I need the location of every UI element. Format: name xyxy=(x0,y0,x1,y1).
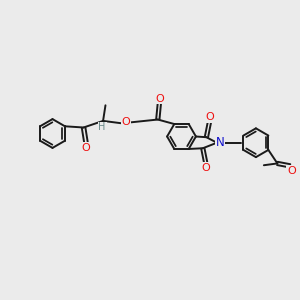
Text: H: H xyxy=(98,122,106,133)
Text: O: O xyxy=(155,94,164,103)
Text: N: N xyxy=(215,136,224,149)
Text: O: O xyxy=(82,142,90,153)
Text: O: O xyxy=(201,164,210,173)
Text: O: O xyxy=(205,112,214,122)
Text: O: O xyxy=(122,117,130,127)
Text: O: O xyxy=(287,166,296,176)
